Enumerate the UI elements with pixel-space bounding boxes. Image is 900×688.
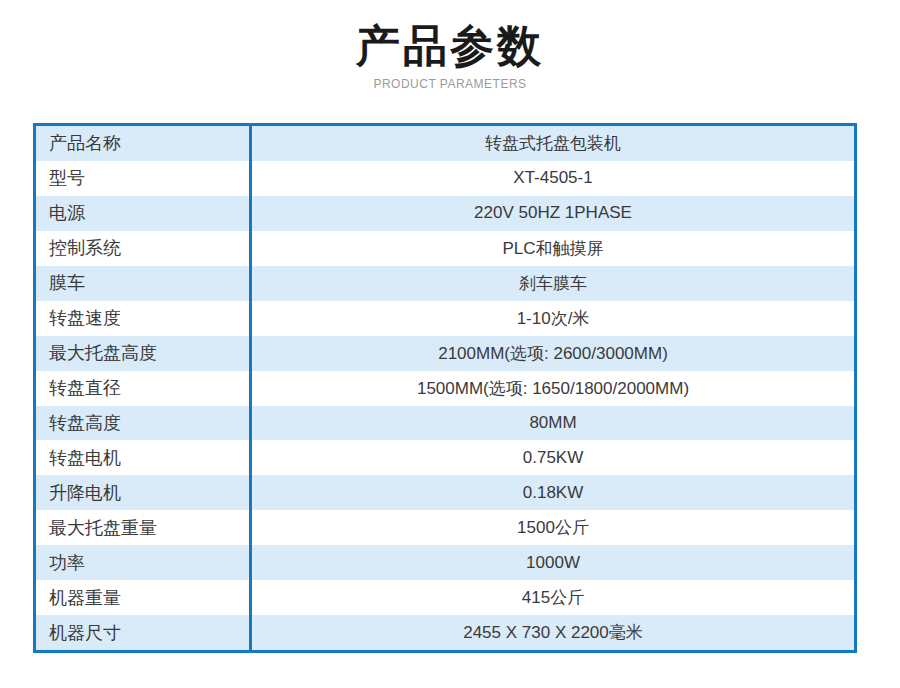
- product-parameters-page: 产品参数 PRODUCT PARAMETERS 产品名称 转盘式托盘包装机 型号…: [0, 0, 900, 688]
- parameter-name-cell: 型号: [36, 161, 252, 196]
- parameter-name-cell: 膜车: [36, 266, 252, 301]
- parameter-value-cell: 1500公斤: [252, 510, 854, 545]
- parameter-name-cell: 电源: [36, 196, 252, 231]
- parameter-name-cell: 转盘电机: [36, 440, 252, 475]
- parameter-name-cell: 最大托盘高度: [36, 336, 252, 371]
- parameter-name-cell: 转盘直径: [36, 371, 252, 406]
- parameter-value-cell: 80MM: [252, 406, 854, 441]
- parameter-value-cell: 415公斤: [252, 580, 854, 615]
- table-row: 膜车 刹车膜车: [36, 266, 854, 301]
- parameter-value-cell: 2100MM(选项: 2600/3000MM): [252, 336, 854, 371]
- parameter-value-cell: 0.75KW: [252, 440, 854, 475]
- parameter-value-cell: 1-10次/米: [252, 301, 854, 336]
- parameter-name-cell: 转盘高度: [36, 406, 252, 441]
- table-row: 机器重量 415公斤: [36, 580, 854, 615]
- parameter-name-cell: 机器重量: [36, 580, 252, 615]
- parameter-name-cell: 产品名称: [36, 126, 252, 161]
- table-row: 产品名称 转盘式托盘包装机: [36, 126, 854, 161]
- parameter-name-cell: 功率: [36, 545, 252, 580]
- parameter-value-cell: 2455 X 730 X 2200毫米: [252, 615, 854, 650]
- table-row: 转盘速度 1-10次/米: [36, 301, 854, 336]
- table-row: 机器尺寸 2455 X 730 X 2200毫米: [36, 615, 854, 650]
- parameter-value-cell: 1500MM(选项: 1650/1800/2000MM): [252, 371, 854, 406]
- parameter-value-cell: 0.18KW: [252, 475, 854, 510]
- table-row: 转盘电机 0.75KW: [36, 440, 854, 475]
- table-row: 功率 1000W: [36, 545, 854, 580]
- parameters-table: 产品名称 转盘式托盘包装机 型号 XT-4505-1 电源 220V 50HZ …: [33, 123, 857, 653]
- table-row: 电源 220V 50HZ 1PHASE: [36, 196, 854, 231]
- parameter-value-cell: 220V 50HZ 1PHASE: [252, 196, 854, 231]
- table-row: 升降电机 0.18KW: [36, 475, 854, 510]
- parameter-value-cell: 刹车膜车: [252, 266, 854, 301]
- parameter-value-cell: XT-4505-1: [252, 161, 854, 196]
- page-header: 产品参数 PRODUCT PARAMETERS: [0, 0, 900, 91]
- table-row: 转盘高度 80MM: [36, 406, 854, 441]
- page-title: 产品参数: [0, 22, 900, 70]
- parameter-value-cell: 转盘式托盘包装机: [252, 126, 854, 161]
- parameter-name-cell: 升降电机: [36, 475, 252, 510]
- table-row: 最大托盘重量 1500公斤: [36, 510, 854, 545]
- table-row: 转盘直径 1500MM(选项: 1650/1800/2000MM): [36, 371, 854, 406]
- table-row: 最大托盘高度 2100MM(选项: 2600/3000MM): [36, 336, 854, 371]
- parameter-value-cell: PLC和触摸屏: [252, 231, 854, 266]
- parameter-name-cell: 最大托盘重量: [36, 510, 252, 545]
- parameter-name-cell: 控制系统: [36, 231, 252, 266]
- parameter-name-cell: 机器尺寸: [36, 615, 252, 650]
- parameter-name-cell: 转盘速度: [36, 301, 252, 336]
- page-subtitle: PRODUCT PARAMETERS: [0, 77, 900, 91]
- table-row: 控制系统 PLC和触摸屏: [36, 231, 854, 266]
- parameter-value-cell: 1000W: [252, 545, 854, 580]
- table-row: 型号 XT-4505-1: [36, 161, 854, 196]
